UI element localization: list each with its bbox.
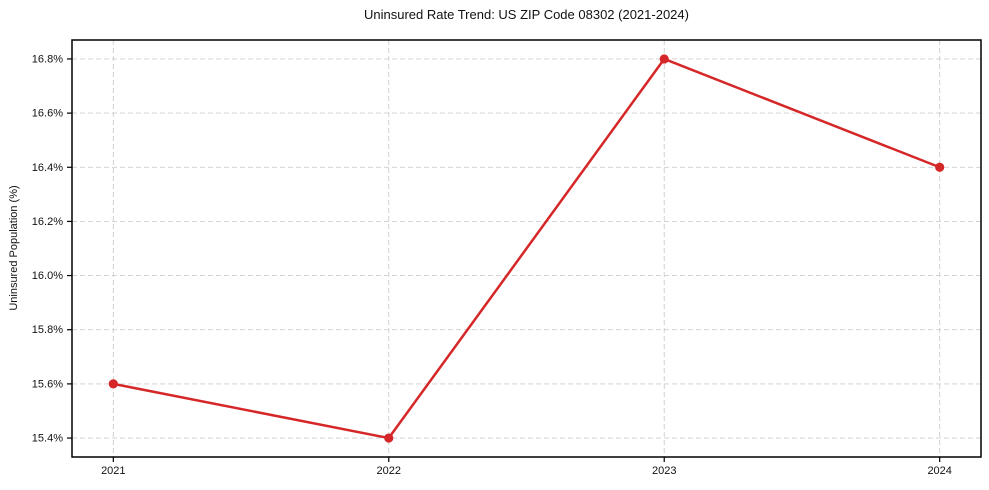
x-tick-label: 2021 [101, 465, 125, 477]
x-tick-label: 2024 [927, 465, 951, 477]
data-point-marker [935, 162, 945, 172]
y-tick-label: 15.8% [32, 324, 63, 336]
chart-title: Uninsured Rate Trend: US ZIP Code 08302 … [364, 7, 689, 22]
axes [67, 39, 982, 462]
data-point-marker [384, 433, 394, 443]
x-tick-label: 2022 [377, 465, 401, 477]
y-tick-label: 16.4% [32, 162, 63, 174]
tick-labels: 15.4% 15.6% 15.8% 16.0% 16.2% 16.4% 16.6% 16.8%… [32, 53, 952, 477]
y-tick-label: 16.0% [32, 270, 63, 282]
y-tick-label: 15.4% [32, 433, 63, 445]
y-tick-label: 16.2% [32, 216, 63, 228]
data-point-marker [108, 379, 118, 389]
data-series [108, 54, 945, 443]
y-tick-label: 16.8% [32, 53, 63, 65]
plot-border [71, 39, 982, 458]
x-tick-label: 2023 [652, 465, 676, 477]
data-point-marker [659, 54, 669, 64]
trend-line [112, 57, 941, 440]
y-tick-label: 16.6% [32, 108, 63, 120]
y-tick-label: 15.6% [32, 378, 63, 390]
